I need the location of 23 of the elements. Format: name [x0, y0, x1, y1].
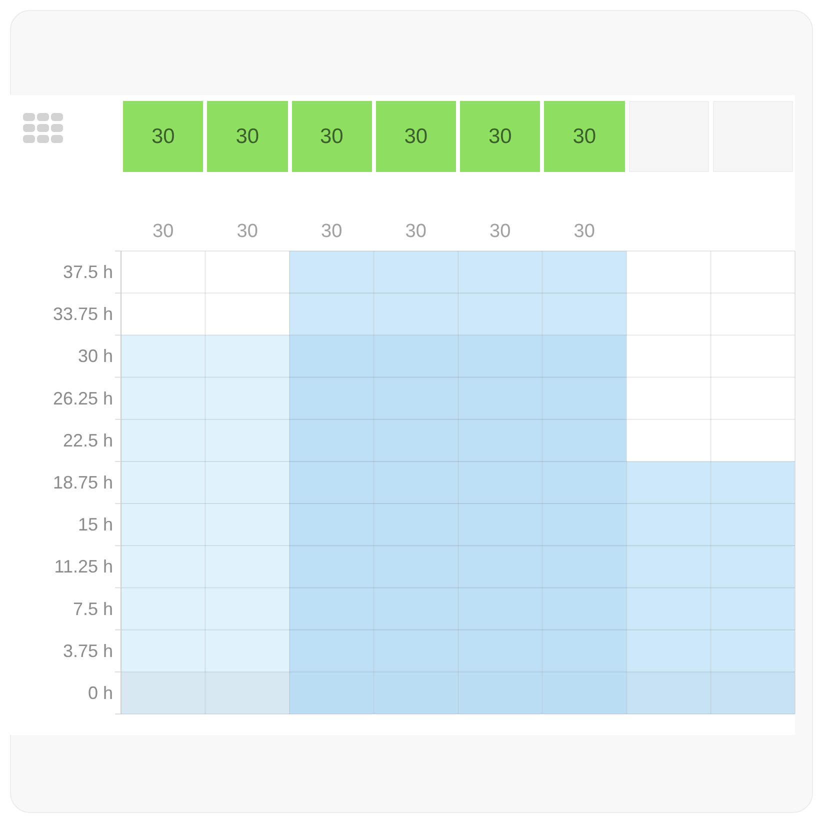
y-tick-label: 18.75 h	[52, 472, 113, 492]
y-tick-label: 22.5 h	[62, 430, 113, 450]
x-tick-label: 30	[490, 221, 511, 242]
text: 30	[320, 124, 344, 148]
y-tick-label: 7.5 h	[72, 598, 113, 619]
y-tick-label: 37.5 h	[62, 262, 113, 282]
x-tick-label: 30	[236, 221, 258, 242]
text: 30	[488, 124, 512, 148]
y-tick-label: 26.25 h	[52, 388, 113, 408]
text: 30	[236, 124, 260, 148]
text: 30	[151, 124, 175, 148]
y-tick-label: 3.75 h	[62, 640, 113, 661]
text: 30	[572, 124, 596, 148]
y-tick-label: 30 h	[78, 346, 113, 366]
text: 30	[404, 124, 428, 148]
x-tick-label: 30	[405, 221, 426, 242]
x-tick-label: 30	[152, 221, 174, 242]
x-tick-label: 30	[321, 221, 342, 242]
y-tick-label: 0 h	[88, 682, 113, 703]
y-tick-label: 33.75 h	[52, 304, 113, 324]
x-tick-label: 30	[574, 221, 595, 242]
y-tick-label: 15 h	[78, 514, 113, 535]
y-tick-label: 11.25 h	[54, 556, 113, 577]
